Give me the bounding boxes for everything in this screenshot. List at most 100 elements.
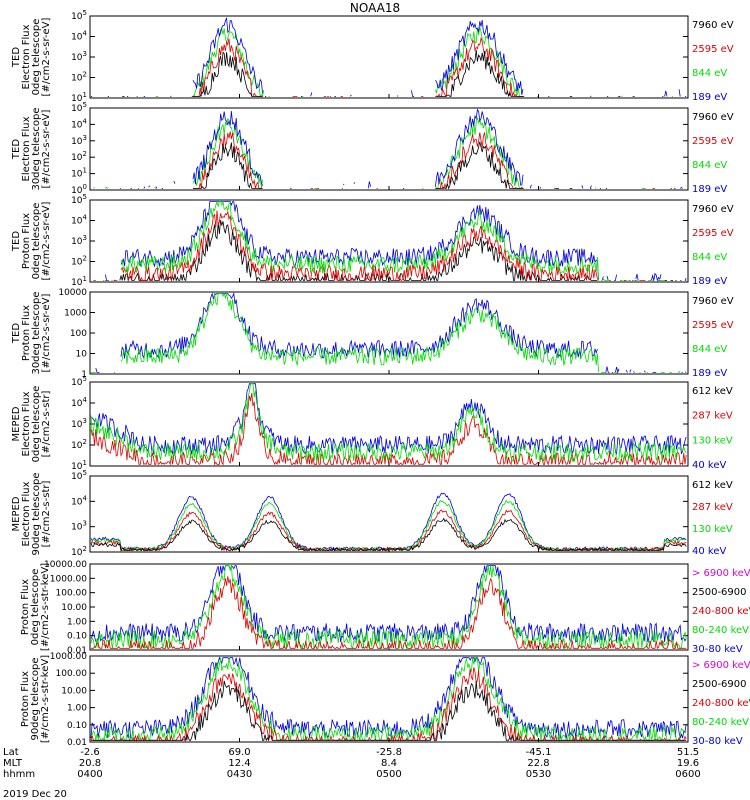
legend-label: 30-80 keV	[692, 736, 743, 747]
series-trace-black	[105, 220, 686, 280]
legend-label: 287 keV	[692, 411, 733, 422]
y-tick-label: 103	[71, 417, 87, 430]
y-tick-label: 1000	[64, 309, 87, 319]
series-trace-green	[144, 27, 676, 96]
legend-label: > 6900 keV	[692, 660, 750, 671]
y-tick-label: 101	[71, 91, 87, 104]
legend-label: 287 keV	[692, 502, 733, 513]
legend-label: 2500-6900	[692, 587, 747, 598]
y-tick-label: 104	[71, 214, 87, 227]
y-tick-label: 103	[71, 50, 87, 63]
legend-label: 2595 eV	[692, 228, 734, 239]
y-axis-label: 0deg telescope	[30, 569, 41, 646]
y-axis-label: [#/cm2-s-str-keV]	[40, 563, 51, 651]
time-axis-value: 0430	[227, 769, 252, 780]
y-axis-label: [#/cm2-s-sr-eV]	[41, 109, 52, 188]
y-axis-label: Proton Flux	[20, 671, 31, 727]
y-tick-label: 1000.00	[50, 574, 87, 584]
series-trace-red	[90, 509, 687, 552]
legend-label: 40 keV	[692, 546, 726, 557]
legend-label: 130 keV	[692, 524, 733, 535]
series-trace-green	[90, 565, 687, 650]
legend-label: 7960 eV	[692, 204, 734, 215]
legend-label: 612 keV	[692, 386, 733, 397]
legend-label: 189 eV	[692, 184, 727, 195]
time-axis-value: 0400	[77, 769, 102, 780]
time-axis-value: 8.4	[381, 758, 397, 769]
legend-label: 2595 eV	[692, 320, 734, 331]
series-trace-blue	[143, 17, 687, 97]
legend-label: 40 keV	[692, 460, 726, 471]
time-axis-value: -45.1	[526, 747, 552, 758]
legend-label: 189 eV	[692, 368, 727, 379]
y-axis-label: TED	[11, 47, 22, 68]
panel-2: 100 101 102 103 104 105 TED Electron Flux 30deg …	[11, 101, 734, 196]
y-tick-label: 101	[71, 459, 87, 472]
panel-frame	[89, 15, 689, 99]
time-axis-row-label: Lat	[3, 747, 19, 758]
y-axis-label: Electron Flux	[21, 391, 32, 456]
panel-frame	[89, 107, 689, 191]
y-axis-label: 30deg telescope	[31, 107, 42, 190]
legend-label: 844 eV	[692, 160, 727, 171]
date-label: 2019 Dec 20	[3, 789, 67, 800]
time-axis-value: 0500	[376, 769, 401, 780]
y-tick-label: 103	[71, 520, 87, 533]
y-tick-label: 103	[71, 134, 87, 147]
y-tick-label: 103	[71, 234, 87, 247]
time-axis-row-label: MLT	[3, 758, 23, 769]
y-tick-label: 105	[71, 101, 87, 114]
y-tick-label: 101	[71, 167, 87, 180]
y-tick-label: 105	[71, 9, 87, 22]
time-axis-value: 20.8	[79, 758, 101, 769]
y-tick-label: 1.00	[67, 704, 87, 714]
series-trace-blue	[90, 656, 687, 739]
y-axis-label: 30deg telescope	[31, 291, 42, 374]
series-trace-green	[93, 118, 685, 189]
y-tick-label: 102	[71, 150, 87, 163]
legend-label: 7960 eV	[692, 112, 734, 123]
y-axis-label: [#/cm2-s-str-keV]	[40, 655, 51, 743]
time-axis-value: 0600	[675, 769, 700, 780]
y-tick-label: 0.10	[67, 632, 87, 642]
y-axis-label: [#/cm2-s-sr-eV]	[41, 17, 52, 96]
y-tick-label: 10000.00	[44, 560, 87, 570]
y-axis-label: MEPED	[11, 406, 22, 441]
y-axis-label: Electron Flux	[21, 481, 32, 546]
legend-label: 2595 eV	[692, 136, 734, 147]
series-trace-black	[91, 50, 686, 96]
y-tick-label: 0.01	[67, 738, 87, 748]
y-axis-label: 0deg telescope	[31, 19, 42, 96]
panel-6: 102 103 104 105 MEPED Electron Flux 90deg tele…	[11, 469, 733, 558]
time-axis-row-label: hhmm	[3, 769, 35, 780]
y-tick-label: 105	[71, 193, 87, 206]
series-trace-blue	[90, 383, 687, 456]
time-axis-value: 12.4	[228, 758, 250, 769]
y-tick-label: 102	[71, 255, 87, 268]
y-tick-label: 102	[71, 438, 87, 451]
y-axis-label: Proton Flux	[20, 579, 31, 635]
y-tick-label: 100.00	[56, 669, 88, 679]
legend-label: > 6900 keV	[692, 568, 750, 579]
time-axis-value: 19.6	[677, 758, 699, 769]
time-axis-value: 51.5	[677, 747, 699, 758]
y-tick-label: 104	[71, 117, 87, 130]
series-trace-blue	[105, 201, 687, 282]
series-trace-blue	[143, 108, 683, 189]
legend-label: 80-240 keV	[692, 625, 749, 636]
series-trace-green	[91, 294, 684, 373]
y-tick-label: 0.01	[67, 646, 87, 656]
panel-frame	[89, 475, 689, 553]
y-tick-label: 101	[71, 275, 87, 288]
y-axis-label: 90deg telescope	[30, 657, 41, 740]
y-tick-label: 102	[71, 545, 87, 558]
y-axis-label: TED	[11, 139, 22, 160]
y-axis-label: [#/cm2-s-str]	[41, 390, 52, 457]
y-tick-label: 10000	[58, 288, 87, 298]
panel-5: 101 102 103 104 105 MEPED Electron Flux 0deg te…	[11, 375, 733, 472]
y-tick-label: 104	[71, 494, 87, 507]
series-trace-red	[90, 667, 687, 742]
y-tick-label: 102	[71, 71, 87, 84]
legend-label: 2595 eV	[692, 44, 734, 55]
y-axis-label: TED	[11, 323, 22, 344]
